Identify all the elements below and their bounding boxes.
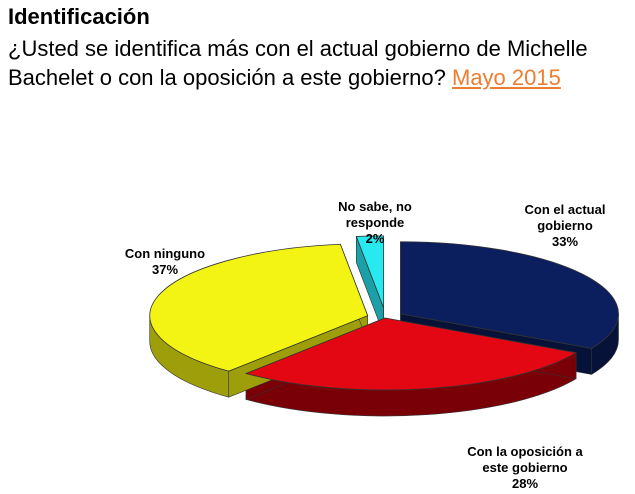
label-actual-line2: gobierno [537, 218, 593, 233]
pie-slice-ninguno [149, 243, 369, 372]
pie-tops [149, 235, 619, 391]
page-title: Identificación [8, 4, 150, 29]
label-no-sabe-pct: 2% [365, 231, 385, 246]
pie-slice-no-sabe [355, 235, 385, 308]
label-actual-line1: Con el actual [524, 202, 606, 217]
question-text: ¿Usted se identifica más con el actual g… [8, 36, 588, 90]
label-actual-pct: 33% [551, 234, 579, 249]
survey-question: ¿Usted se identifica más con el actual g… [8, 34, 628, 92]
pie-slice-actual-gobierno [400, 241, 619, 349]
label-actual-gobierno: Con el actual gobierno 33% [505, 202, 625, 250]
label-oposicion-pct: 28% [511, 476, 539, 491]
label-oposicion: Con la oposición a este gobierno 28% [440, 444, 610, 492]
label-ninguno-line1: Con ninguno [124, 246, 206, 261]
period-link[interactable]: Mayo 2015 [452, 65, 561, 90]
label-oposicion-line2: este gobierno [482, 460, 568, 475]
pie-slice-oposicion [244, 317, 578, 391]
label-no-sabe: No sabe, no responde 2% [320, 199, 430, 247]
label-oposicion-line1: Con la oposición a [467, 444, 583, 459]
label-no-sabe-line2: responde [345, 215, 405, 230]
label-no-sabe-line1: No sabe, no [338, 199, 412, 214]
label-ninguno-pct: 37% [151, 262, 179, 277]
label-ninguno: Con ninguno 37% [110, 246, 220, 278]
